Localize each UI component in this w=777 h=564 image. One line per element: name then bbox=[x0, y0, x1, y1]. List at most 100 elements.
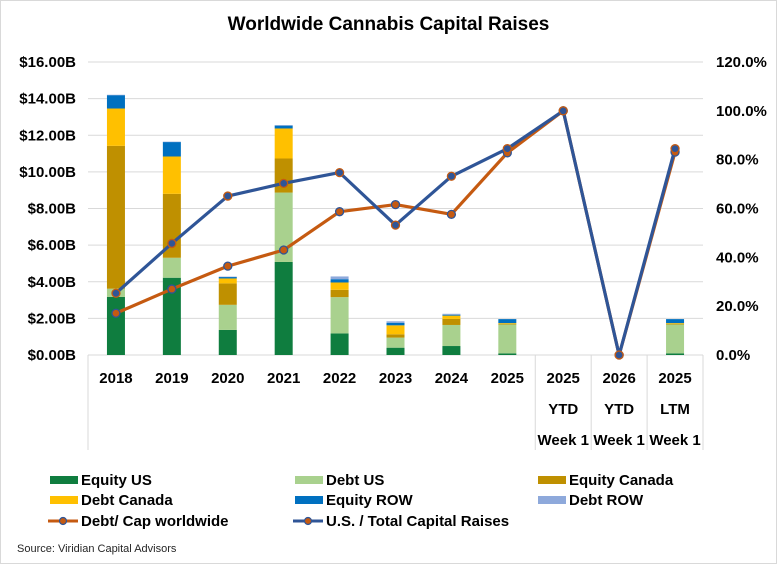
bar-segment-debt-canada bbox=[106, 108, 125, 146]
bar-segment-equity-row bbox=[442, 314, 461, 316]
bar-segment-debt-row bbox=[386, 321, 405, 323]
left-axis-tick-label: $6.00B bbox=[28, 237, 77, 254]
x-axis-tick-label: 2025 bbox=[547, 370, 580, 387]
right-axis-ticks: 0.0% 20.0% 40.0% 60.0% 80.0% 100.0% 120.0% bbox=[716, 54, 767, 364]
legend-item-debt-cap-worldwide: Debt/ Cap worldwide bbox=[48, 511, 229, 531]
x-axis-tick-label: 2024 bbox=[435, 370, 469, 387]
bar-segment-debt-canada bbox=[498, 323, 517, 325]
x-axis-tick-label: 2025 bbox=[658, 370, 691, 387]
bar-segment-equity-canada bbox=[218, 283, 237, 305]
x-axis-tick-label: 2021 bbox=[267, 370, 300, 387]
bar-segment-debt-canada bbox=[666, 323, 685, 325]
bar-segment-equity-canada bbox=[442, 318, 461, 325]
bar-segment-debt-us bbox=[162, 257, 181, 278]
x-axis-tick-label: 2022 bbox=[323, 370, 356, 387]
legend: Equity US Debt US Equity Canada Debt Can… bbox=[0, 470, 777, 540]
line-marker-debt-cap-worldwide bbox=[279, 245, 289, 255]
bar-segment-equity-row bbox=[498, 319, 517, 324]
bar-segment-equity-us bbox=[162, 277, 181, 355]
legend-item-debt-us: Debt US bbox=[295, 470, 384, 490]
legend-item-us-total-capital-raises: U.S. / Total Capital Raises bbox=[293, 511, 509, 531]
left-axis-tick-label: $2.00B bbox=[28, 310, 77, 327]
bar-segment-equity-us bbox=[274, 261, 293, 355]
line-marker-u-s-total-capital-raises bbox=[446, 171, 457, 181]
line-marker-u-s-total-capital-raises bbox=[502, 144, 512, 154]
legend-swatch bbox=[538, 476, 566, 484]
line-marker-u-s-total-capital-raises bbox=[390, 220, 401, 230]
legend-item-equity-canada: Equity Canada bbox=[538, 470, 673, 490]
line-marker-debt-cap-worldwide bbox=[334, 207, 345, 217]
line-marker-debt-cap-worldwide bbox=[223, 261, 233, 271]
bar-segment-debt-row bbox=[442, 313, 461, 315]
line-marker-u-s-total-capital-raises bbox=[334, 167, 345, 178]
legend-swatch bbox=[50, 476, 78, 484]
line-marker-u-s-total-capital-raises bbox=[111, 288, 121, 298]
x-axis-tick-label: 2018 bbox=[99, 370, 132, 387]
bar-segment-equity-row bbox=[330, 279, 349, 283]
source-note: Source: Viridian Capital Advisors bbox=[17, 543, 177, 555]
bar-segment-debt-us bbox=[386, 337, 405, 348]
legend-label: Equity US bbox=[81, 471, 152, 489]
bar-segment-equity-us bbox=[666, 353, 685, 355]
bar-segment-equity-canada bbox=[498, 324, 517, 325]
bar-segment-debt-canada bbox=[386, 325, 405, 335]
bar-segment-equity-canada bbox=[330, 289, 349, 298]
x-axis-labels: 2018 2019 2020 2021 2022 2023 2024 2025 2025 YTD W… bbox=[99, 370, 700, 449]
bar-segment-debt-us bbox=[218, 304, 237, 330]
right-axis-tick-label: 120.0% bbox=[716, 54, 767, 71]
lines bbox=[111, 106, 680, 360]
x-axis-tick-label: 2025 bbox=[491, 370, 524, 387]
x-axis-tick-label: YTD bbox=[548, 401, 578, 418]
bar-segment-debt-us bbox=[442, 324, 461, 347]
left-axis-tick-label: $14.00B bbox=[19, 91, 76, 108]
bar-segment-equity-canada bbox=[666, 324, 685, 325]
bar-segment-debt-row bbox=[274, 125, 293, 126]
legend-line-marker-icon bbox=[293, 516, 323, 526]
legend-swatch bbox=[538, 496, 566, 504]
x-axis-tick-label: Week 1 bbox=[649, 432, 700, 449]
x-axis-tick-label: 2023 bbox=[379, 370, 412, 387]
bar-segment-debt-us bbox=[666, 324, 685, 354]
bar-segment-equity-canada bbox=[386, 334, 405, 338]
x-axis-tick-label: Week 1 bbox=[538, 432, 589, 449]
bar-segment-equity-row bbox=[162, 142, 181, 157]
line-marker-debt-cap-worldwide bbox=[167, 284, 177, 294]
left-axis-tick-label: $0.00B bbox=[28, 347, 77, 364]
bar-segment-debt-canada bbox=[330, 282, 349, 290]
line-marker-u-s-total-capital-raises bbox=[558, 106, 568, 116]
legend-swatch bbox=[295, 476, 323, 484]
bar-segment-debt-row bbox=[106, 94, 125, 96]
bar-segment-debt-canada bbox=[274, 128, 293, 159]
legend-label: Equity Canada bbox=[569, 471, 674, 489]
right-axis-tick-label: 20.0% bbox=[716, 298, 759, 315]
left-axis-tick-label: $12.00B bbox=[19, 127, 76, 144]
legend-line-marker-icon bbox=[48, 516, 78, 526]
left-axis-tick-label: $8.00B bbox=[28, 201, 77, 218]
x-axis-tick-label: 2020 bbox=[211, 370, 244, 387]
bar-segment-equity-us bbox=[218, 329, 237, 355]
legend-swatch bbox=[295, 496, 323, 504]
legend-label: Equity ROW bbox=[326, 491, 413, 509]
left-axis-ticks: $0.00B $2.00B $4.00B $6.00B $8.00B $10.00B $12… bbox=[19, 54, 76, 364]
line-marker-u-s-total-capital-raises bbox=[614, 350, 624, 360]
right-axis-tick-label: 0.0% bbox=[716, 347, 750, 364]
left-axis-tick-label: $4.00B bbox=[28, 274, 77, 291]
x-axis-tick-label: 2026 bbox=[602, 370, 635, 387]
line-marker-u-s-total-capital-raises bbox=[279, 178, 289, 189]
line-marker-u-s-total-capital-raises bbox=[223, 191, 233, 201]
bar-segment-debt-row bbox=[330, 276, 349, 280]
bar-segment-debt-us bbox=[274, 192, 293, 262]
bar-segment-equity-row bbox=[666, 319, 685, 324]
x-axis-tick-label: 2019 bbox=[155, 370, 188, 387]
legend-item-equity-row: Equity ROW bbox=[295, 490, 413, 510]
bar-segment-equity-canada bbox=[106, 145, 125, 289]
right-axis-tick-label: 60.0% bbox=[716, 201, 759, 218]
line-marker-debt-cap-worldwide bbox=[446, 209, 457, 220]
legend-label: Debt US bbox=[326, 471, 385, 489]
line-marker-debt-cap-worldwide bbox=[390, 199, 401, 210]
x-axis-tick-label: LTM bbox=[660, 401, 690, 418]
line-marker-u-s-total-capital-raises bbox=[670, 144, 680, 154]
line-marker-debt-cap-worldwide bbox=[111, 308, 121, 318]
bar-segment-equity-row bbox=[218, 276, 237, 279]
